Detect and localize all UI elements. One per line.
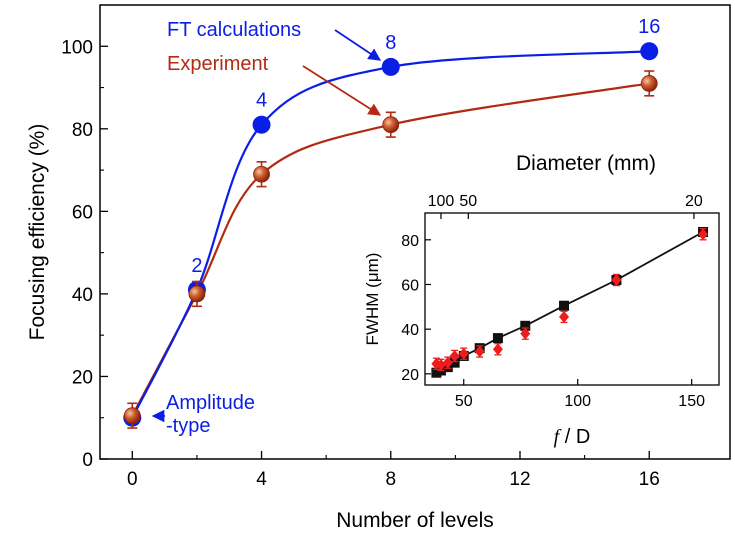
experiment-marker: [123, 407, 141, 425]
inset-square-point: [520, 320, 531, 331]
experiment-point: [382, 111, 400, 138]
inset-diamond-point: [458, 347, 469, 360]
inset-diamond-marker: [449, 349, 460, 362]
level-label: 8: [385, 32, 396, 54]
inset-square-point: [449, 357, 460, 368]
main-y-tick-label: 100: [61, 37, 93, 58]
inset-diamond-marker: [458, 347, 469, 360]
experiment-marker: [188, 285, 206, 303]
experiment-arrow: [302, 65, 382, 116]
inset-diamond-point: [611, 273, 622, 287]
inset-x-tick-label: 100: [564, 393, 591, 410]
main-series-lines: [131, 50, 650, 419]
ft-calculations-line: [131, 50, 650, 419]
experiment-point: [123, 402, 141, 429]
inset-y-axis-label: FWHM (μm): [363, 253, 382, 346]
main-x-tick-label: 0: [127, 469, 138, 490]
inset-top-x-axis-label: Diameter (mm): [516, 152, 656, 175]
inset-x-tick-label: 50: [455, 393, 473, 410]
main-plot: 0 4 8 12 16 0 20 40 60 80 100 Number of levels Foc…: [26, 4, 731, 532]
ft-calculations-point: [252, 115, 271, 134]
ft-calculations-point: [381, 57, 400, 76]
inset-top-x-tick-label: 50: [459, 193, 477, 210]
inset-x-axis-label: f / D: [554, 426, 591, 448]
inset-diamond-point: [442, 356, 453, 369]
level-label: 16: [638, 16, 660, 38]
inset-x-axis-label-f: f: [554, 426, 562, 448]
amplitude-label: Amplitude: [166, 392, 255, 414]
inset-diamond-marker: [698, 228, 709, 241]
main-x-tick-label: 8: [385, 469, 396, 490]
main-plot-frame: [99, 4, 731, 460]
inset-top-x-tick-label: 20: [685, 193, 703, 210]
inset-diamond-point: [559, 310, 570, 324]
experiment-point: [188, 280, 206, 308]
inset-x-tick-label: 150: [678, 393, 705, 410]
inset-square-point: [492, 333, 503, 344]
experiment-marker: [640, 75, 658, 92]
level-label: 2: [191, 255, 202, 277]
legend-ft-calculations: FT calculations: [167, 19, 301, 41]
inset-diamond-point: [492, 343, 503, 356]
main-x-tick-label: 4: [256, 469, 267, 490]
legend-experiment: Experiment: [167, 53, 269, 75]
inset-series-points: [431, 226, 709, 378]
experiment-marker: [253, 165, 270, 183]
inset-diamond-point: [449, 349, 460, 363]
inset-diamond-marker: [474, 345, 485, 358]
main-y-tick-label: 60: [72, 202, 93, 223]
ft-calculations-point: [640, 42, 659, 61]
main-y-tick-label: 80: [72, 120, 93, 141]
inset-plot-frame: [424, 212, 720, 386]
inset-y-tick-label: 80: [401, 233, 419, 250]
inset-y-tick-label: 60: [401, 277, 419, 294]
inset-top-x-tick-label: 100: [428, 193, 455, 210]
level-labels: 2 4 8 16: [191, 16, 660, 277]
inset-diamond-point: [474, 345, 485, 358]
main-axes: 0 4 8 12 16 0 20 40 60 80 100: [61, 37, 660, 490]
main-y-tick-label: 40: [72, 285, 93, 306]
inset-y-tick-label: 40: [401, 322, 419, 339]
ft-arrow: [334, 29, 382, 61]
inset-y-tick-label: 20: [401, 367, 419, 384]
main-x-tick-label: 12: [509, 469, 530, 490]
inset-diamond-marker: [520, 327, 531, 340]
main-y-tick-label: 0: [82, 450, 93, 471]
inset-x-axis-label-rest: / D: [559, 426, 590, 448]
inset-diamond-marker: [492, 343, 503, 356]
main-x-axis-label: Number of levels: [336, 509, 494, 532]
inset-diamond-point: [520, 327, 531, 340]
experiment-point: [640, 70, 658, 97]
experiment-marker: [382, 116, 400, 134]
inset-diamond-marker: [559, 310, 570, 323]
inset-square-point: [559, 300, 570, 311]
main-series-points: [123, 42, 659, 429]
main-y-tick-label: 20: [72, 367, 93, 388]
level-label: 4: [256, 90, 267, 112]
inset-diamond-marker: [611, 274, 622, 287]
experiment-point: [253, 161, 270, 188]
main-x-tick-label: 16: [639, 469, 660, 490]
inset-diamond-marker: [442, 356, 453, 369]
inset-diamond-point: [698, 227, 709, 241]
amplitude-type-label: -type: [166, 415, 210, 437]
main-y-axis-label: Focusing efficiency (%): [26, 124, 49, 341]
